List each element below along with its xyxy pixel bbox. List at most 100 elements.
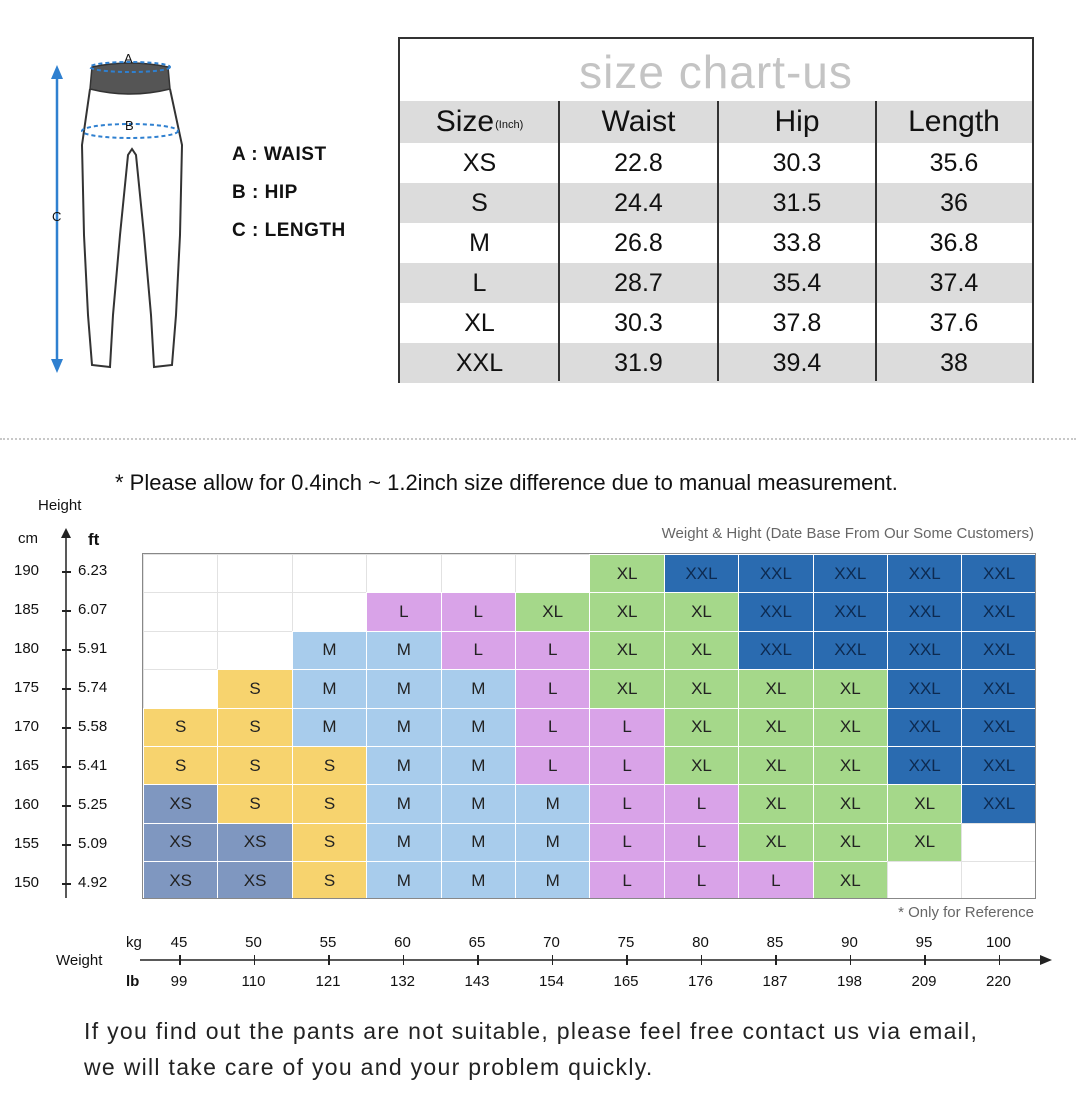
weight-tick-mark: [477, 955, 479, 965]
grid-cell: XL: [738, 707, 814, 747]
grid-cell: L: [589, 746, 665, 786]
weight-lb-tick: 143: [464, 973, 490, 990]
weight-tick-mark: [328, 955, 330, 965]
grid-cell: XXL: [961, 707, 1035, 747]
size-cell: L: [472, 268, 487, 297]
grid-cell: M: [440, 784, 516, 824]
grid-cell: XL: [738, 822, 814, 863]
grid-cell: XXL: [961, 746, 1035, 786]
header-hip: Hip: [774, 105, 820, 138]
hip-cell: 33.8: [772, 228, 822, 257]
weight-kg-tick: 100: [985, 934, 1012, 951]
waist-cell: 24.4: [614, 188, 663, 217]
grid-cell: M: [515, 861, 591, 898]
grid-cell: XXL: [887, 554, 963, 594]
weight-height-size-grid: XL XXL XXL XXL XXL XXL L L XL XL XL XXL XXL XXL XXL M M L…: [142, 553, 1036, 899]
height-cm-tick: 175: [14, 679, 40, 696]
height-ft-tick: 5.41: [78, 757, 108, 774]
height-tick-mark: [62, 571, 71, 573]
waist-cell: 28.7: [614, 268, 663, 297]
grid-cell: [217, 554, 293, 594]
waist-cell: 22.8: [614, 148, 663, 177]
weight-kg-tick: 70: [543, 934, 560, 951]
height-ft-tick: 4.92: [78, 874, 108, 891]
leggings-outline-icon: [51, 61, 184, 373]
height-tick-mark: [62, 883, 71, 885]
height-ft-tick: 6.23: [78, 562, 108, 579]
grid-cell: [143, 592, 219, 632]
height-tick-mark: [62, 610, 71, 612]
height-unit-cm: cm: [18, 530, 38, 547]
footer-line-1: If you find out the pants are not suitab…: [84, 1018, 979, 1044]
length-cell: 36: [940, 188, 968, 217]
weight-tick-mark: [551, 955, 553, 965]
grid-cell: XXL: [738, 592, 814, 632]
weight-tick-mark: [700, 955, 702, 965]
grid-cell: XXL: [812, 592, 888, 632]
grid-cell: M: [440, 707, 516, 747]
length-cell: 37.6: [929, 308, 979, 337]
length-cell: 35.6: [929, 148, 979, 177]
grid-cell: [143, 630, 219, 671]
height-ft-tick: 5.09: [78, 835, 108, 852]
grid-cell: XL: [589, 592, 665, 632]
grid-cell: XL: [812, 784, 888, 824]
grid-cell: S: [291, 784, 368, 824]
weight-tick-mark: [402, 955, 404, 965]
grid-cell: XL: [738, 746, 814, 786]
weight-lb-tick: 176: [687, 973, 714, 990]
grid-cell: [440, 554, 516, 594]
size-table-row: XXL 31.9 39.4 38: [400, 343, 1032, 383]
height-unit-ft: ft: [88, 530, 100, 549]
grid-cell: XXL: [663, 554, 740, 594]
grid-cell: XXL: [887, 630, 963, 671]
grid-cell: S: [291, 746, 368, 786]
grid-cell: [515, 554, 591, 594]
height-tick-mark: [62, 688, 71, 690]
grid-cell: XS: [143, 861, 219, 898]
height-tick-mark: [62, 766, 71, 768]
weight-tick-mark: [775, 955, 777, 965]
height-cm-tick: 170: [14, 718, 40, 735]
grid-cell: XXL: [961, 630, 1035, 671]
grid-cell: XL: [887, 822, 963, 863]
height-cm-tick: 185: [14, 601, 40, 618]
weight-kg-tick: 65: [468, 934, 486, 951]
weight-kg-tick: 55: [319, 934, 337, 951]
footer-line-2: we will take care of you and your proble…: [84, 1054, 654, 1080]
size-table-row: XL 30.3 37.8 37.6: [400, 303, 1032, 343]
grid-cell: M: [440, 669, 516, 709]
grid-cell: XXL: [812, 554, 888, 594]
height-ft-tick: 6.07: [78, 601, 108, 618]
weight-kg-tick: 75: [617, 934, 635, 951]
hip-cell: 30.3: [772, 148, 822, 177]
length-cell: 36.8: [929, 228, 979, 257]
grid-cell: [887, 861, 963, 898]
weight-tick-mark: [849, 955, 851, 965]
grid-cell: XL: [663, 707, 740, 747]
grid-cell: L: [589, 861, 665, 898]
grid-cell: M: [515, 822, 591, 863]
grid-cell: XXL: [887, 746, 963, 786]
height-tick-mark: [62, 805, 71, 807]
grid-cell: S: [291, 861, 368, 898]
grid-cell: S: [143, 746, 219, 786]
height-cm-tick: 165: [14, 757, 40, 774]
height-cm-tick: 155: [14, 835, 40, 852]
measurement-note: * Please allow for 0.4inch ~ 1.2inch siz…: [115, 470, 898, 495]
grid-cell: L: [440, 630, 516, 671]
grid-cell: M: [366, 784, 442, 824]
grid-cell: L: [738, 861, 814, 898]
size-cell: XS: [462, 148, 497, 177]
grid-cell: XL: [589, 669, 665, 709]
header-unit: (Inch): [495, 119, 524, 131]
grid-cell: XS: [217, 861, 293, 898]
grid-cell: XL: [515, 592, 591, 632]
grid-cell: XXL: [738, 630, 814, 671]
hip-cell: 39.4: [772, 348, 822, 377]
grid-cell: M: [291, 669, 368, 709]
grid-cell: S: [217, 669, 293, 709]
size-table-row: M 26.8 33.8 36.8: [400, 223, 1032, 263]
grid-cell: S: [291, 822, 368, 863]
grid-cell: L: [440, 592, 516, 632]
